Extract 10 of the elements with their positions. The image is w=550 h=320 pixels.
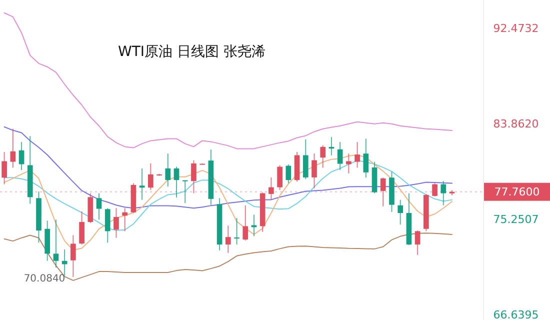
y-tick-label: 66.6395 <box>493 308 539 320</box>
ref-line-label: 77.7600 <box>494 185 540 198</box>
y-tick-label: 75.2507 <box>493 213 539 226</box>
text: WTI原油 日线图 张尧浠 <box>118 44 266 60</box>
y-tick-label: 92.4732 <box>493 22 539 36</box>
y-tick-label: 83.8620 <box>493 118 539 131</box>
line-series <box>4 126 453 209</box>
annotation: 70.0840 <box>24 273 66 284</box>
line-series <box>4 12 453 150</box>
line-series <box>4 232 453 281</box>
